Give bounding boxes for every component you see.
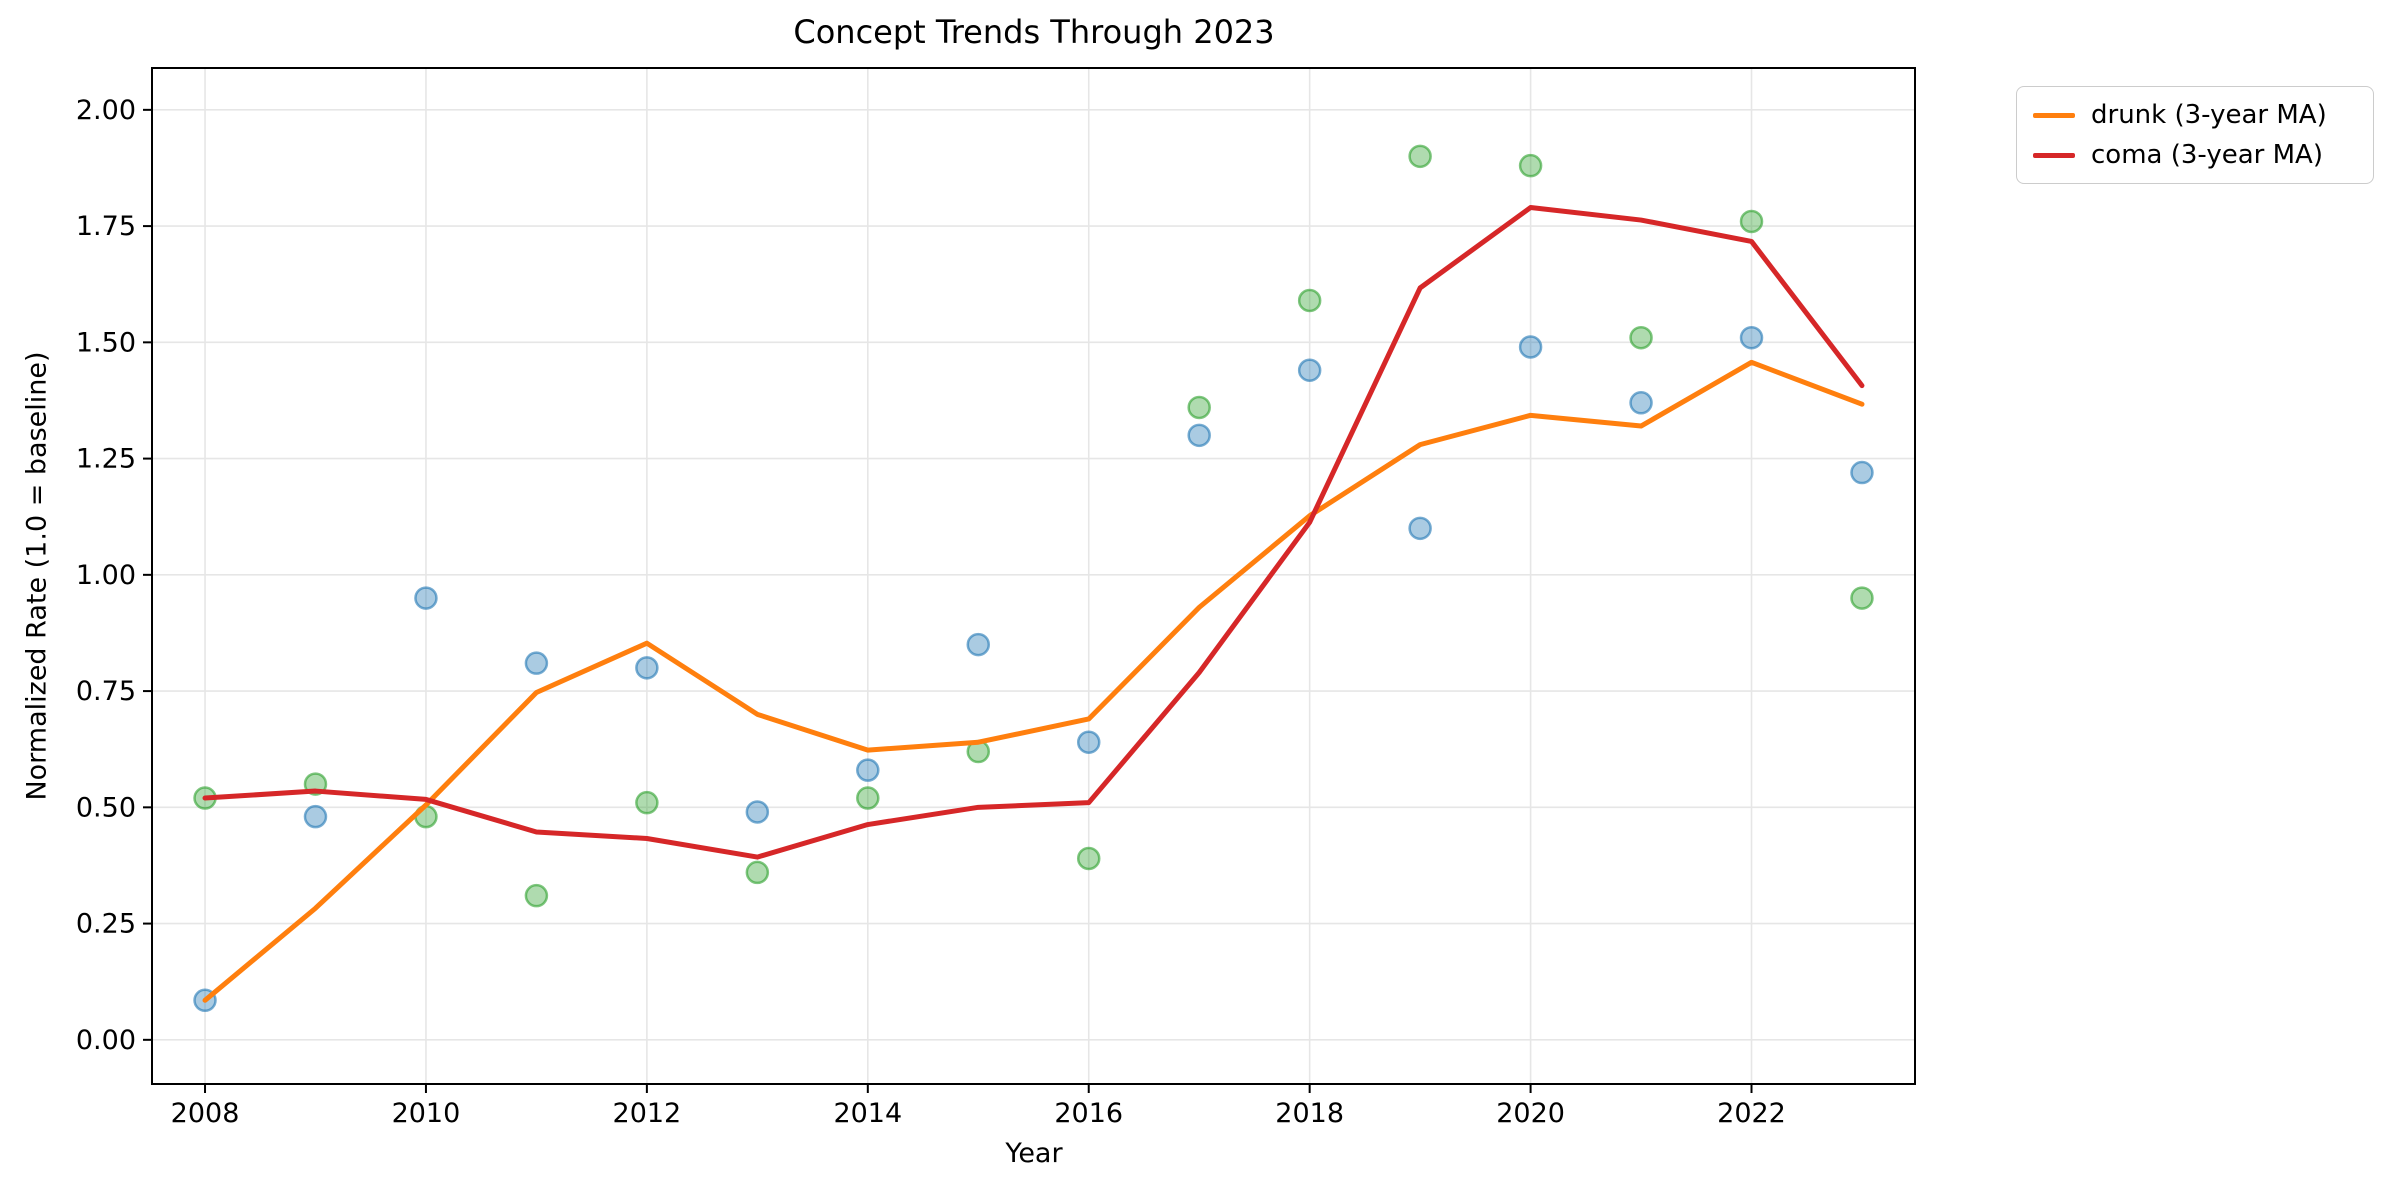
legend-swatch-coma (2033, 152, 2075, 158)
scatter-point-drunk (1297, 358, 1322, 382)
scatter-coma-raw (193, 144, 1874, 908)
y-tick-label: 0.00 (76, 1025, 136, 1056)
scatter-point-coma (1408, 144, 1432, 169)
y-tick-label: 2.00 (76, 95, 136, 126)
y-axis-label: Normalized Rate (1.0 = baseline) (21, 351, 53, 801)
y-tick-label: 0.75 (76, 676, 136, 707)
line-coma-ma (202, 204, 1865, 860)
line-drunk-ma (202, 359, 1865, 1003)
scatter-point-drunk (1187, 423, 1211, 448)
scatter-point-drunk (414, 586, 438, 610)
x-tick-label: 2012 (613, 1098, 682, 1129)
scatter-point-drunk (1076, 730, 1101, 754)
y-tick-label: 1.00 (76, 560, 136, 591)
scatter-point-drunk (856, 758, 880, 782)
legend-swatch-drunk (2033, 112, 2075, 118)
scatter-point-coma (635, 790, 659, 815)
x-tick-label: 2016 (1054, 1098, 1123, 1129)
scatter-point-coma (856, 786, 880, 810)
scatter-point-coma (1739, 209, 1764, 234)
scatter-point-coma (1518, 153, 1543, 178)
scatter-point-coma (745, 860, 770, 885)
scatter-point-coma (1850, 586, 1874, 610)
scatter-point-drunk (635, 656, 659, 680)
legend-label-drunk: drunk (3-year MA) (2091, 100, 2327, 130)
y-tick-label: 1.25 (76, 444, 136, 475)
legend-label-coma: coma (3-year MA) (2091, 140, 2323, 170)
x-tick-label: 2014 (833, 1098, 902, 1129)
x-axis-label: Year (1005, 1138, 1063, 1169)
plot-frame (151, 67, 1916, 1085)
y-tick-label: 0.25 (76, 909, 136, 940)
scatter-point-drunk (1629, 391, 1653, 415)
scatter-point-coma (524, 883, 549, 908)
y-tick-label: 0.50 (76, 792, 136, 823)
x-tick-label: 2008 (171, 1098, 240, 1129)
scatter-point-drunk (745, 800, 770, 824)
scatter-point-coma (1297, 288, 1322, 313)
x-tick-label: 2010 (392, 1098, 461, 1129)
scatter-point-drunk (966, 632, 991, 657)
x-tick-label: 2022 (1717, 1098, 1786, 1129)
scatter-drunk-raw (193, 325, 1874, 1013)
x-tick-label: 2018 (1275, 1098, 1344, 1129)
legend-item-drunk: drunk (3-year MA) (2033, 99, 2357, 131)
scatter-point-drunk (1518, 335, 1543, 359)
scatter-point-drunk (1850, 460, 1874, 485)
scatter-point-drunk (303, 804, 328, 829)
chart-title: Concept Trends Through 2023 (793, 13, 1275, 51)
scatter-point-drunk (1408, 516, 1432, 541)
scatter-point-coma (1629, 325, 1653, 350)
scatter-point-coma (1076, 846, 1101, 871)
legend-item-coma: coma (3-year MA) (2033, 139, 2357, 171)
y-tick-label: 1.50 (76, 327, 136, 358)
scatter-point-drunk (524, 651, 549, 675)
scatter-point-drunk (1739, 325, 1764, 350)
y-tick-label: 1.75 (76, 211, 136, 242)
legend: drunk (3-year MA) coma (3-year MA) (2016, 86, 2374, 184)
x-tick-label: 2020 (1496, 1098, 1565, 1129)
scatter-point-coma (1187, 395, 1211, 420)
